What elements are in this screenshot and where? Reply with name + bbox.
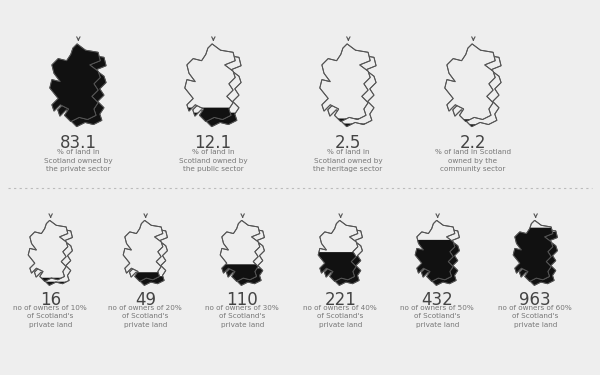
Polygon shape [188,108,231,122]
Polygon shape [41,278,62,281]
Text: 12.1: 12.1 [194,134,232,152]
Text: 49: 49 [135,291,156,309]
Text: 110: 110 [226,291,258,309]
Text: % of land in
Scotland owned by
the private sector: % of land in Scotland owned by the priva… [44,149,112,172]
Text: no of owners of 30%
of Scotland's
private land: no of owners of 30% of Scotland's privat… [205,305,279,328]
Text: no of owners of 60%
of Scotland's
private land: no of owners of 60% of Scotland's privat… [499,305,572,328]
Polygon shape [445,44,495,122]
Polygon shape [451,49,501,127]
Text: 83.1: 83.1 [59,134,97,152]
Polygon shape [415,240,455,281]
Polygon shape [56,49,106,127]
Polygon shape [338,118,359,122]
Polygon shape [513,228,553,281]
Polygon shape [225,224,265,285]
Polygon shape [128,224,167,285]
Polygon shape [513,220,553,281]
Text: % of land in
Scotland owned by
the public sector: % of land in Scotland owned by the publi… [179,149,247,172]
Text: no of owners of 20%
of Scotland's
private land: no of owners of 20% of Scotland's privat… [109,305,182,328]
Polygon shape [318,220,358,281]
Text: 16: 16 [40,291,61,309]
Polygon shape [469,124,489,127]
Polygon shape [46,282,67,285]
Text: no of owners of 10%
of Scotland's
private land: no of owners of 10% of Scotland's privat… [13,305,87,328]
Text: 963: 963 [520,291,551,309]
Polygon shape [28,220,68,281]
Polygon shape [50,45,100,122]
Polygon shape [123,220,163,281]
Text: % of land in
Scotland owned by
the heritage sector: % of land in Scotland owned by the herit… [313,149,383,172]
Text: no of owners of 50%
of Scotland's
private land: no of owners of 50% of Scotland's privat… [400,305,474,328]
Polygon shape [191,49,241,127]
Polygon shape [420,244,460,285]
Polygon shape [326,49,376,127]
Polygon shape [194,112,237,127]
Polygon shape [222,264,258,281]
Polygon shape [463,119,483,122]
Text: % of land in Scotland
owned by the
community sector: % of land in Scotland owned by the commu… [435,149,511,172]
Polygon shape [344,123,365,127]
Text: 2.5: 2.5 [335,134,361,152]
Polygon shape [185,44,235,122]
Polygon shape [518,224,557,285]
Polygon shape [131,276,164,285]
Polygon shape [323,256,361,285]
Polygon shape [320,44,370,122]
Polygon shape [220,220,260,281]
Polygon shape [318,252,356,281]
Polygon shape [226,268,263,285]
Polygon shape [50,44,100,122]
Polygon shape [518,232,557,285]
Text: no of owners of 40%
of Scotland's
private land: no of owners of 40% of Scotland's privat… [304,305,377,328]
Polygon shape [33,224,73,285]
Text: 221: 221 [325,291,356,309]
Polygon shape [420,224,460,285]
Polygon shape [415,220,455,281]
Text: 2.2: 2.2 [460,134,486,152]
Polygon shape [323,224,362,285]
Polygon shape [56,50,106,127]
Text: 432: 432 [421,291,453,309]
Polygon shape [126,272,160,281]
